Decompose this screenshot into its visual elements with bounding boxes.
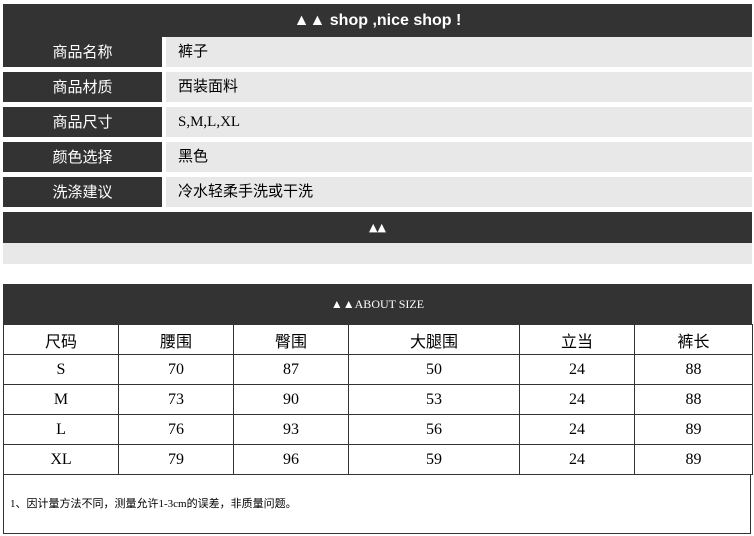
- info-label: 商品材质: [3, 72, 162, 102]
- table-cell: L: [3, 414, 119, 445]
- size-chart-title: ▲▲ABOUT SIZE: [3, 284, 752, 324]
- table-cell: 96: [233, 444, 349, 475]
- info-value: S,M,L,XL: [166, 107, 752, 137]
- header-cell: 立当: [519, 324, 635, 355]
- table-cell: 90: [233, 384, 349, 415]
- table-cell: 88: [634, 354, 753, 385]
- table-cell: 79: [118, 444, 234, 475]
- table-cell: 88: [634, 384, 753, 415]
- header-cell: 腰围: [118, 324, 234, 355]
- table-cell: 87: [233, 354, 349, 385]
- info-row-material: 商品材质 西装面料: [3, 72, 752, 102]
- size-table: 尺码 腰围 臀围 大腿围 立当 裤长 S 70 87 50 24 88 M 73 90 53 24…: [3, 324, 753, 475]
- table-row: L 76 93 56 24 89: [3, 414, 753, 445]
- table-cell: 24: [519, 384, 635, 415]
- table-cell: M: [3, 384, 119, 415]
- info-row-size: 商品尺寸 S,M,L,XL: [3, 107, 752, 137]
- info-row-washing: 洗涤建议 冷水轻柔手洗或干洗: [3, 177, 752, 207]
- header-cell: 裤长: [634, 324, 753, 355]
- gray-spacer: [3, 243, 752, 264]
- info-row-name: 商品名称 裤子: [3, 37, 752, 67]
- info-value: 冷水轻柔手洗或干洗: [166, 177, 752, 207]
- table-cell: 73: [118, 384, 234, 415]
- info-label: 商品名称: [3, 37, 162, 67]
- info-label: 颜色选择: [3, 142, 162, 172]
- info-value: 西装面料: [166, 72, 752, 102]
- info-value: 裤子: [166, 37, 752, 67]
- table-row: S 70 87 50 24 88: [3, 354, 753, 385]
- table-header-row: 尺码 腰围 臀围 大腿围 立当 裤长: [3, 324, 753, 355]
- info-value: 黑色: [166, 142, 752, 172]
- table-cell: S: [3, 354, 119, 385]
- measurement-note: 1、因计量方法不同，测量允许1-3cm的误差，非质量问题。: [3, 474, 751, 534]
- table-cell: 59: [348, 444, 520, 475]
- table-cell: 50: [348, 354, 520, 385]
- table-cell: 53: [348, 384, 520, 415]
- table-cell: 76: [118, 414, 234, 445]
- table-cell: 56: [348, 414, 520, 445]
- info-row-color: 颜色选择 黑色: [3, 142, 752, 172]
- table-cell: 24: [519, 444, 635, 475]
- divider-bar: ▲▲: [3, 212, 752, 243]
- shop-title-bar: ▲▲ shop ,nice shop !: [3, 4, 752, 37]
- info-label: 商品尺寸: [3, 107, 162, 137]
- header-cell: 臀围: [233, 324, 349, 355]
- header-cell: 尺码: [3, 324, 119, 355]
- table-cell: 93: [233, 414, 349, 445]
- header-cell: 大腿围: [348, 324, 520, 355]
- table-cell: 24: [519, 414, 635, 445]
- table-row: M 73 90 53 24 88: [3, 384, 753, 415]
- info-label: 洗涤建议: [3, 177, 162, 207]
- table-cell: 89: [634, 414, 753, 445]
- table-cell: 70: [118, 354, 234, 385]
- table-cell: XL: [3, 444, 119, 475]
- table-cell: 24: [519, 354, 635, 385]
- table-row: XL 79 96 59 24 89: [3, 444, 753, 475]
- table-cell: 89: [634, 444, 753, 475]
